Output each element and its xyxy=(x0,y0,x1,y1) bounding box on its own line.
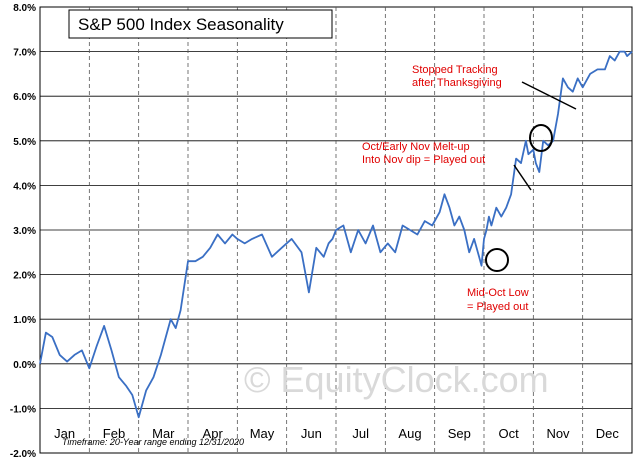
x-tick-label-month: Jul xyxy=(352,426,369,441)
x-tick-label-month: Dec xyxy=(596,426,620,441)
y-tick-label: 3.0% xyxy=(13,226,36,237)
title-box xyxy=(68,9,333,39)
x-tick-label-month: Aug xyxy=(398,426,421,441)
y-tick-label: -1.0% xyxy=(10,404,36,415)
x-tick-label-month: Apr xyxy=(203,426,224,441)
y-tick-label: -2.0% xyxy=(10,449,36,460)
x-tick-label-month: Feb xyxy=(103,426,125,441)
y-tick-label: 4.0% xyxy=(13,181,36,192)
x-tick-label-month: Jun xyxy=(301,426,322,441)
y-tick-label: 6.0% xyxy=(13,92,36,103)
x-tick-label-month: May xyxy=(250,426,275,441)
annotation-mid-oct-circle xyxy=(485,248,509,272)
x-tick-label-month: Nov xyxy=(546,426,570,441)
annotation-melt-up-line2: Into Nov dip = Played out xyxy=(362,154,485,166)
x-tick-label-month: Mar xyxy=(152,426,175,441)
watermark: © EquityClock.com xyxy=(244,359,549,400)
annotation-mid-oct-line2: = Played out xyxy=(467,301,528,313)
annotation-mid-oct-line1: Mid-Oct Low xyxy=(467,287,529,299)
gridlines xyxy=(40,7,632,453)
x-tick-label-month: Jan xyxy=(54,426,75,441)
y-tick-label: 2.0% xyxy=(13,271,36,282)
chart-title: S&P 500 Index Seasonality xyxy=(78,15,284,34)
annotation-stopped-tracking-pointer xyxy=(521,81,577,110)
y-tick-label: 8.0% xyxy=(13,3,36,14)
y-tick-label: 5.0% xyxy=(13,137,36,148)
x-tick-label-month: Oct xyxy=(499,426,520,441)
y-tick-label: 7.0% xyxy=(13,48,36,59)
annotation-melt-up-pointer xyxy=(513,164,532,191)
x-tick-label-month: Sep xyxy=(448,426,471,441)
series-line-sp500 xyxy=(39,50,633,419)
annotation-stopped-tracking-line1: Stopped Tracking xyxy=(412,64,498,76)
x-axis-month-labels: Jan Feb Mar Apr May Jun Jul Aug Sep Oct Nov Dec xyxy=(54,426,619,441)
annotation-melt-up-circle xyxy=(529,124,553,152)
y-axis-ticks: 8.0% 7.0% 6.0% 5.0% 4.0% 3.0% 2.0% 1.0% 0.0% -1.0… xyxy=(10,3,36,460)
y-tick-label: 0.0% xyxy=(13,360,36,371)
timeframe-footnote: Timeframe: 20-Year range ending 12/31/20… xyxy=(62,437,244,447)
y-tick-label: 1.0% xyxy=(13,315,36,326)
annotation-melt-up-line1: Oct/Early Nov Melt-up xyxy=(362,141,470,153)
annotation-stopped-tracking-line2: after Thanksgiving xyxy=(412,77,502,89)
